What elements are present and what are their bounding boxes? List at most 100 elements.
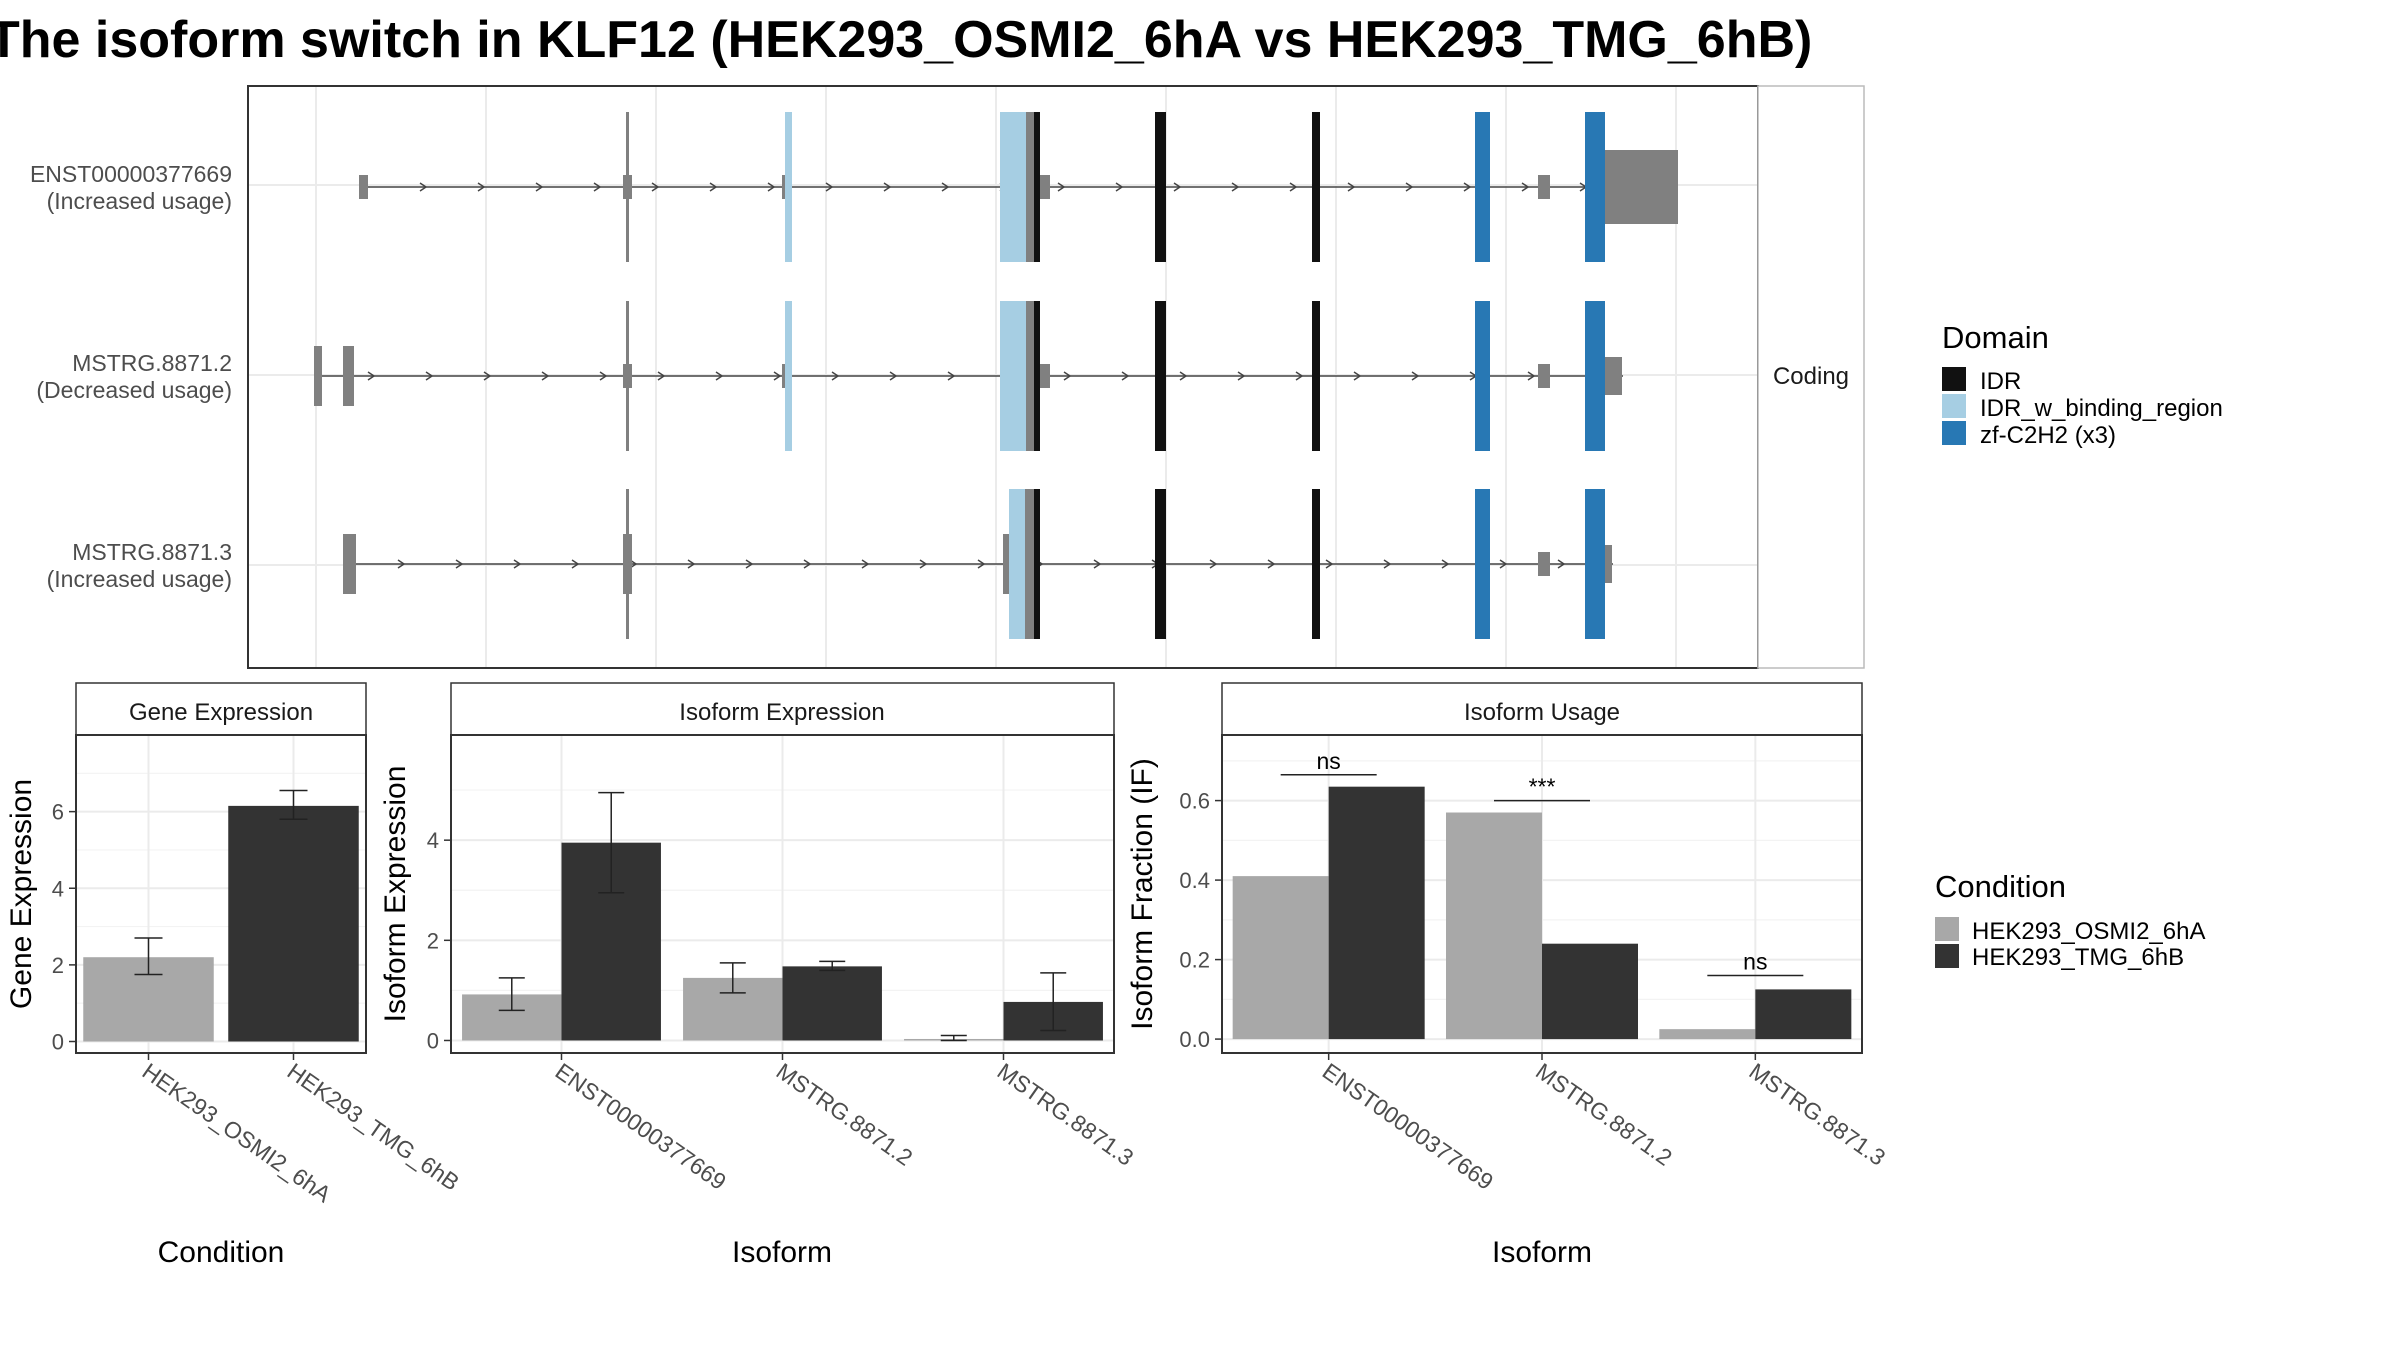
direction-arrow [1063,371,1072,381]
direction-arrow [941,182,950,192]
direction-arrow [397,559,406,569]
exon-noncoding [343,534,356,594]
direction-arrow [455,559,464,569]
isoform-track-1 [359,112,1678,262]
direction-arrow [1347,182,1356,192]
domain-legend: Domain IDR IDR_w_binding_region zf-C2H2 … [1942,320,2223,449]
y-tick-label: 0.0 [1179,1027,1210,1052]
y-tick-label: 0.4 [1179,868,1210,893]
direction-arrow [773,371,782,381]
isoform-usage-ylabel: Isoform Fraction (IF) [1126,758,1159,1030]
direction-arrow [745,559,754,569]
gene-expression-ylabel: Gene Expression [5,779,38,1009]
y-tick-label: 4 [427,828,439,853]
significance-label: *** [1529,774,1556,800]
exon-noncoding [1538,175,1550,199]
isoform-usage-panel: Isoform Usage 0.0 0.2 0.4 0.6 ENST0000037766… [1126,682,1890,1269]
exon-domain [1312,489,1320,639]
exon-domain [1026,112,1034,262]
direction-arrow [1405,182,1414,192]
exon-domain [1034,301,1040,451]
isoform-expression-panel: Isoform Expression 0 2 4 ENST00000377669 MST… [379,682,1138,1269]
direction-arrow [513,559,522,569]
exon-noncoding [1003,534,1010,594]
direction-arrow [1093,559,1102,569]
direction-arrow [825,182,834,192]
exon-noncoding [626,301,629,451]
isoform-usage-3: (Increased usage) [47,566,232,592]
figure-title: The isoform switch in KLF12 (HEK293_OSMI… [0,11,1812,69]
direction-arrow [1057,182,1066,192]
direction-arrow [571,559,580,569]
direction-arrow [861,559,870,569]
exon-noncoding [1538,552,1550,576]
direction-arrow [919,559,928,569]
legend-label-idr: IDR [1980,368,2021,395]
isoform-expression-plot: 0 2 4 ENST00000377669 MSTRG.8871.2 MSTRG.8871… [427,735,1138,1195]
direction-arrow [1179,371,1188,381]
legend-label-cond-a: HEK293_OSMI2_6hA [1972,918,2205,945]
direction-arrow [1527,371,1536,381]
direction-arrow [831,371,840,381]
exon-domain [1312,112,1320,262]
isoform-usage-strip [1221,682,1863,736]
significance-label: ns [1743,948,1767,974]
isoform-expression-xlabel: Isoform [732,1236,832,1269]
exon-noncoding [626,489,629,639]
exon-domain [1312,301,1320,451]
direction-arrow [1441,559,1450,569]
y-tick-label: 0 [427,1028,439,1053]
direction-arrow [1267,559,1276,569]
direction-arrow [425,371,434,381]
y-tick-label: 2 [427,928,439,953]
exon-noncoding [1538,364,1550,388]
direction-arrow [883,182,892,192]
exon-domain [1475,301,1490,451]
direction-arrow [687,559,696,569]
bar-HEK293_TMG_6hB-MSTRG.8871.2 [1542,943,1638,1040]
direction-arrow [767,182,776,192]
exon-domain [1026,301,1034,451]
isoform-track-3 [343,489,1613,639]
isoform-expression-strip-label: Isoform Expression [679,699,884,726]
isoform-usage-1: (Increased usage) [47,188,232,214]
gene-expression-border [75,734,367,1054]
direction-arrow [1237,371,1246,381]
y-tick-label: 6 [52,800,64,825]
domain-legend-title: Domain [1942,320,2049,355]
direction-arrow [599,371,608,381]
direction-arrow [1557,559,1566,569]
isoform-usage-strip-label: Isoform Usage [1464,699,1620,726]
structure-tracks [314,112,1678,639]
direction-arrow [1289,182,1298,192]
isoform-usage-plot: 0.0 0.2 0.4 0.6 ENST00000377669 MSTRG.8871.2 M… [1179,735,1890,1195]
direction-arrow [1209,559,1218,569]
x-tick-label: MSTRG.8871.2 [1531,1058,1677,1171]
direction-arrow [541,371,550,381]
exon-domain [1475,112,1490,262]
gene-expression-strip [75,682,367,736]
isoform-label-1: ENST00000377669 [30,161,232,187]
structure-strip-label: Coding [1773,363,1849,390]
exon-domain [785,301,792,451]
significance-label: ns [1317,748,1341,774]
exon-domain [1155,489,1166,639]
direction-arrow [1325,559,1334,569]
direction-arrow [651,182,660,192]
direction-arrow [1231,182,1240,192]
direction-arrow [483,371,492,381]
exon-domain [1000,112,1026,262]
direction-arrow [1295,371,1304,381]
direction-arrow [1383,559,1392,569]
structure-strip [1757,85,1865,669]
exon-domain [1585,112,1605,262]
x-tick-label: MSTRG.8871.3 [1744,1058,1890,1171]
bar-HEK293_TMG_6hB [228,805,359,1042]
bar-HEK293_TMG_6hB-MSTRG.8871.2 [782,966,882,1041]
direction-arrow [535,182,544,192]
direction-arrow [803,559,812,569]
exon-domain [1009,489,1025,639]
legend-label-cond-b: HEK293_TMG_6hB [1972,944,2184,971]
direction-arrow [889,371,898,381]
isoform-label-2: MSTRG.8871.2 [72,350,232,376]
